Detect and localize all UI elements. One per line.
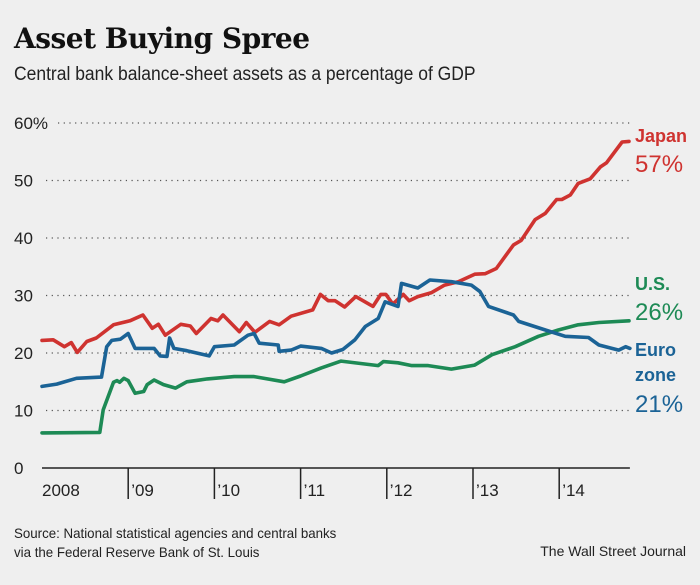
y-tick-label: 0 — [14, 459, 23, 478]
credit: The Wall Street Journal — [540, 543, 686, 559]
y-tick-label: 40 — [14, 229, 33, 248]
series-value-japan: 57% — [635, 151, 683, 178]
y-tick-label: 50 — [14, 172, 33, 191]
series-line-japan — [40, 139, 631, 355]
series-value-euro: 21% — [635, 391, 683, 418]
x-tick-label: ’13 — [476, 481, 499, 500]
series-label-us: U.S. — [635, 274, 670, 294]
series-label-japan: Japan — [635, 126, 687, 146]
series-line-euro-zone — [40, 278, 632, 389]
x-tick-label: ’14 — [562, 481, 585, 500]
x-tick-label: ’11 — [304, 481, 325, 500]
chart-subtitle: Central bank balance-sheet assets as a p… — [14, 64, 476, 85]
series-value-us: 26% — [635, 299, 683, 326]
y-tick-label: 30 — [14, 287, 33, 306]
source-line-2: via the Federal Reserve Bank of St. Loui… — [14, 544, 260, 560]
x-tick-label: ’09 — [131, 481, 154, 500]
x-tick-label: 2008 — [42, 481, 80, 500]
series-label-euro-line1: Euro — [635, 340, 676, 360]
y-tick-label: 10 — [14, 402, 33, 421]
x-tick-label: ’10 — [217, 481, 240, 500]
source-line-1: Source: National statistical agencies an… — [14, 525, 337, 541]
y-tick-label: 60% — [14, 114, 48, 133]
x-tick-label: ’12 — [390, 481, 413, 500]
series-label-euro-line2: zone — [635, 365, 676, 385]
y-tick-label: 20 — [14, 344, 33, 363]
series-line-u-s- — [40, 319, 631, 435]
chart-title: Asset Buying Spree — [14, 22, 310, 55]
source-note: Source: National statistical agencies an… — [14, 524, 336, 562]
